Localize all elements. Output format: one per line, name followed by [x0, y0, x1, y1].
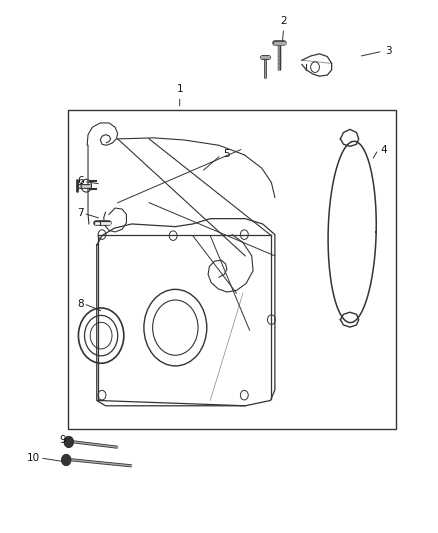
Bar [68, 110, 396, 429]
Circle shape [64, 437, 73, 447]
Text: 5: 5 [223, 149, 230, 159]
Text: 6: 6 [77, 176, 84, 187]
Circle shape [62, 455, 71, 465]
Text: 1: 1 [177, 84, 183, 94]
Text: 9: 9 [60, 435, 66, 446]
Text: 8: 8 [77, 298, 84, 309]
Text: 4: 4 [381, 144, 387, 155]
Text: 7: 7 [77, 208, 84, 219]
Text: 3: 3 [385, 46, 392, 56]
Text: 2: 2 [280, 16, 287, 26]
Text: 10: 10 [27, 453, 40, 463]
